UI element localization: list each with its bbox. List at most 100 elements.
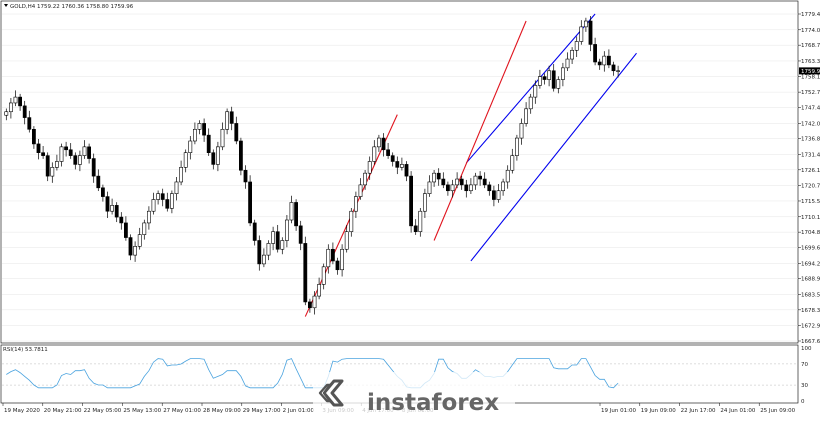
candle-body: [197, 123, 202, 130]
candle-body: [528, 96, 533, 110]
candle-body: [473, 175, 478, 186]
candle-body: [128, 237, 133, 256]
candle-body: [505, 169, 510, 183]
candle-body: [119, 216, 124, 224]
candle-body: [289, 202, 294, 221]
candle-body: [386, 149, 391, 156]
candle-body: [160, 193, 165, 200]
candle-body: [78, 155, 82, 165]
candle-body: [142, 222, 147, 235]
candle-body: [45, 155, 50, 177]
candle-body: [376, 137, 381, 148]
candle-body: [330, 248, 335, 262]
candle-body: [606, 55, 611, 66]
price-tick-label: 1726.15: [801, 168, 820, 174]
candle-body: [234, 123, 239, 142]
candle-body: [275, 231, 280, 250]
candle-body: [151, 199, 156, 212]
candle-body: [459, 178, 464, 186]
time-tick-label: 29 May 17:00: [243, 408, 281, 414]
blue-channel-line: [465, 13, 596, 164]
candle-body: [524, 108, 529, 124]
time-tick-label: 19 May 2020: [4, 408, 40, 414]
candle-body: [54, 161, 59, 168]
price-tick-label: 1731.40: [801, 152, 820, 158]
candle-body: [436, 172, 441, 180]
candle-body: [340, 248, 345, 271]
candle-body: [409, 175, 414, 227]
candle-body: [344, 231, 349, 250]
candle-body: [560, 67, 565, 80]
candle-body: [588, 20, 593, 45]
price-tick-label: 1736.80: [801, 137, 820, 143]
candle-body: [353, 196, 358, 212]
price-tick-label: 1779.40: [801, 12, 820, 18]
time-tick-label: 22 Jun 17:00: [681, 408, 716, 414]
price-grid: [2, 13, 798, 342]
rsi-tick-label: 70: [801, 362, 808, 368]
current-price-box: [799, 67, 820, 75]
price-tick-label: 1667.65: [801, 339, 820, 345]
candle-body: [179, 167, 184, 183]
candle-body: [243, 169, 248, 183]
candle-body: [216, 146, 220, 165]
candle-body: [349, 210, 354, 233]
time-tick-label: 25 May 13:00: [123, 408, 161, 414]
price-tick-label: 1768.75: [801, 43, 820, 49]
candle-body: [248, 181, 253, 224]
candle-body: [220, 128, 225, 148]
candle-body: [487, 184, 492, 192]
candle-body: [9, 102, 13, 113]
candle-body: [156, 193, 161, 200]
candlestick-series: [4, 16, 621, 315]
candle-body: [239, 140, 243, 171]
candle-body: [174, 181, 179, 194]
candle-body: [147, 210, 151, 224]
candle-body: [82, 146, 87, 156]
price-tick-label: 1699.60: [801, 246, 820, 252]
candle-body: [27, 117, 32, 130]
candle-body: [602, 55, 607, 66]
candle-body: [321, 266, 326, 285]
price-tick-label: 1704.85: [801, 230, 820, 236]
candle-body: [597, 61, 602, 66]
candle-body: [280, 240, 285, 250]
candle-body: [22, 105, 27, 118]
candle-body: [298, 225, 303, 244]
candle-body: [372, 146, 377, 162]
price-tick-label: 1672.90: [801, 324, 820, 330]
candle-body: [13, 96, 18, 104]
candle-body: [266, 243, 271, 256]
dropdown-triangle-icon[interactable]: [4, 4, 8, 7]
candle-body: [91, 158, 96, 177]
candle-body: [399, 164, 404, 168]
candle-body: [478, 175, 483, 180]
candle-body: [87, 146, 92, 159]
candle-body: [593, 44, 598, 63]
instaforex-logo: instaforex: [313, 372, 515, 417]
candle-body: [114, 205, 119, 218]
current-price-label: 1759.96: [801, 69, 820, 75]
candle-body: [41, 152, 46, 156]
time-tick-label: 19 Jun 01:00: [601, 408, 636, 414]
candle-body: [611, 64, 616, 72]
candle-body: [101, 187, 105, 197]
candle-body: [510, 155, 515, 171]
candle-body: [427, 181, 432, 194]
candle-body: [165, 199, 170, 209]
rsi-header: RSI(14) 53.7811: [3, 347, 48, 353]
price-tick-label: 1742.05: [801, 121, 820, 127]
candle-body: [395, 161, 400, 168]
candle-body: [533, 85, 538, 98]
time-tick-label: 28 May 09:00: [203, 408, 241, 414]
candle-body: [450, 184, 455, 192]
time-tick-label: 2 Jun 01:00: [283, 408, 315, 414]
symbol-info-text: GOLD,H4 1759.22 1760.36 1758.80 1759.96: [10, 4, 134, 10]
candle-body: [110, 205, 115, 212]
candle-body: [574, 41, 579, 51]
candle-body: [547, 70, 552, 80]
candle-body: [303, 243, 308, 303]
candle-body: [542, 76, 547, 80]
